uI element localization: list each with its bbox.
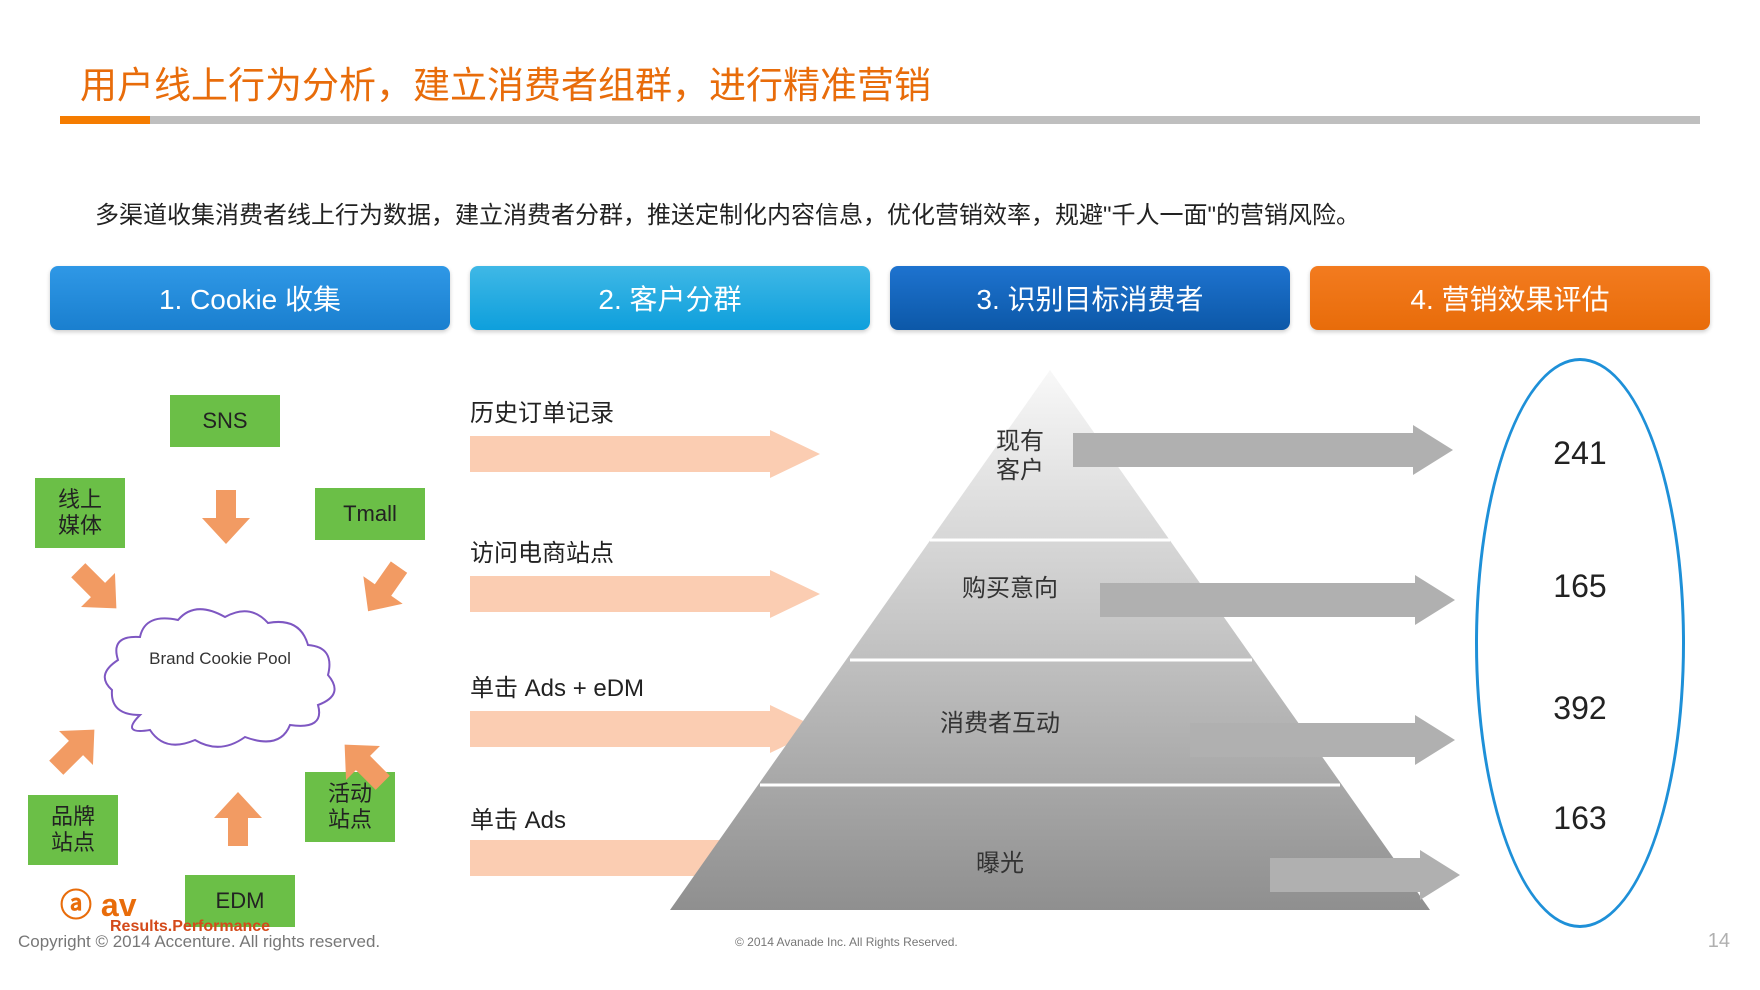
pyramid-level-3: 曝光 [900,850,1100,879]
source-tmall: Tmall [315,488,425,540]
gray-arrow-0 [1073,425,1453,475]
subtitle-text: 多渠道收集消费者线上行为数据，建立消费者分群，推送定制化内容信息，优化营销效率，… [95,195,1360,230]
gray-arrow-3 [1270,850,1460,900]
footer-copyright-center: © 2014 Avanade Inc. All Rights Reserved. [735,935,958,949]
metric-value-2: 392 [1500,690,1660,727]
page-title: 用户线上行为分析，建立消费者组群，进行精准营销 [80,55,931,109]
metric-value-3: 163 [1500,800,1660,837]
title-rule [60,116,1700,124]
source-online: 线上 媒体 [35,478,125,548]
pyramid-level-2: 消费者互动 [900,710,1100,739]
flow-label-3: 单击 Ads [470,800,566,835]
gray-arrow-2 [1190,715,1455,765]
metric-value-0: 241 [1500,435,1660,472]
inward-arrow-0 [198,490,254,546]
inward-arrow-5 [210,790,266,846]
inward-arrow-2 [344,551,422,629]
flow-label-0: 历史订单记录 [470,393,614,428]
pyramid-level-1: 购买意向 [910,575,1110,604]
source-sns: SNS [170,395,280,447]
source-brand: 品牌 站点 [28,795,118,865]
flow-label-2: 单击 Ads + eDM [470,668,644,703]
step-4-box: 4. 营销效果评估 [1310,266,1710,330]
cookie-pool-label: Brand Cookie Pool [100,648,340,670]
metric-value-1: 165 [1500,568,1660,605]
cookie-pool-cloud [100,605,340,755]
step-3-box: 3. 识别目标消费者 [890,266,1290,330]
footer-copyright-left: Copyright © 2014 Accenture. All rights r… [18,932,380,952]
page-number: 14 [1708,930,1730,953]
gray-arrow-1 [1100,575,1455,625]
step-2-box: 2. 客户分群 [470,266,870,330]
flow-label-1: 访问电商站点 [470,533,614,568]
step-1-box: 1. Cookie 收集 [50,266,450,330]
title-rule-accent [60,116,150,124]
